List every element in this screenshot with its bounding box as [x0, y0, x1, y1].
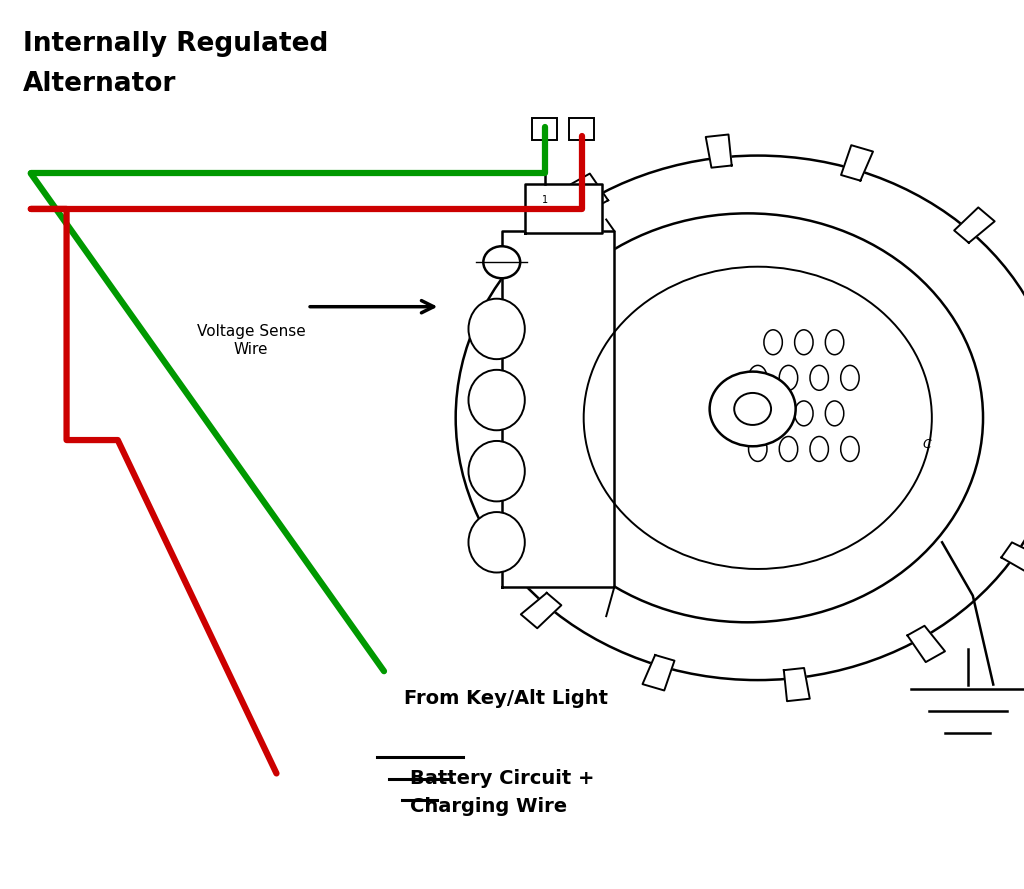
Polygon shape [706, 134, 732, 168]
Ellipse shape [749, 436, 767, 461]
Text: Battery Circuit +
Charging Wire: Battery Circuit + Charging Wire [410, 769, 594, 816]
Ellipse shape [764, 401, 782, 426]
Text: Alternator: Alternator [23, 71, 176, 97]
Ellipse shape [779, 365, 798, 390]
Ellipse shape [841, 365, 859, 390]
Text: C: C [923, 438, 931, 451]
FancyBboxPatch shape [532, 117, 557, 140]
Polygon shape [524, 184, 601, 233]
Circle shape [734, 393, 771, 425]
Text: 1: 1 [542, 195, 548, 205]
Polygon shape [954, 207, 994, 243]
Ellipse shape [825, 401, 844, 426]
Text: Voltage Sense
Wire: Voltage Sense Wire [197, 324, 305, 356]
Polygon shape [521, 593, 561, 629]
Polygon shape [502, 231, 614, 587]
Text: 2: 2 [579, 195, 585, 205]
Ellipse shape [810, 365, 828, 390]
Circle shape [483, 246, 520, 278]
Ellipse shape [795, 330, 813, 355]
Circle shape [512, 213, 983, 622]
Polygon shape [907, 626, 945, 662]
Ellipse shape [468, 441, 524, 501]
Text: From Key/Alt Light: From Key/Alt Light [404, 689, 608, 708]
FancyBboxPatch shape [569, 117, 594, 140]
Polygon shape [783, 668, 810, 701]
Polygon shape [1001, 542, 1024, 574]
Ellipse shape [841, 436, 859, 461]
Ellipse shape [749, 365, 767, 390]
Polygon shape [841, 145, 873, 180]
Ellipse shape [779, 436, 798, 461]
Ellipse shape [795, 401, 813, 426]
Ellipse shape [825, 330, 844, 355]
Polygon shape [642, 655, 675, 691]
Ellipse shape [468, 512, 524, 573]
Ellipse shape [810, 436, 828, 461]
Ellipse shape [468, 370, 524, 430]
Ellipse shape [468, 299, 524, 359]
Polygon shape [570, 173, 608, 210]
Text: Internally Regulated: Internally Regulated [23, 31, 328, 57]
Ellipse shape [764, 330, 782, 355]
Circle shape [710, 372, 796, 446]
